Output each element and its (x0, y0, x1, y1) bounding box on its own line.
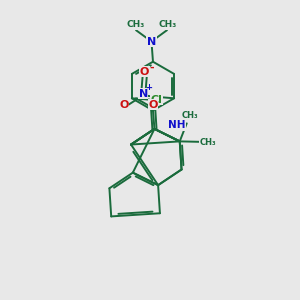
Text: CH₃: CH₃ (126, 20, 145, 29)
Text: N: N (139, 89, 148, 99)
Text: N: N (147, 37, 156, 46)
Text: CH₃: CH₃ (158, 20, 177, 29)
Text: CH₃: CH₃ (200, 137, 216, 146)
Text: CH₃: CH₃ (182, 111, 198, 120)
Text: +: + (145, 83, 152, 92)
Text: O: O (148, 100, 158, 110)
Text: Cl: Cl (151, 95, 163, 105)
Text: -: - (149, 62, 154, 72)
Text: O: O (119, 100, 128, 110)
Text: O: O (140, 67, 149, 76)
Text: NH: NH (168, 120, 186, 130)
